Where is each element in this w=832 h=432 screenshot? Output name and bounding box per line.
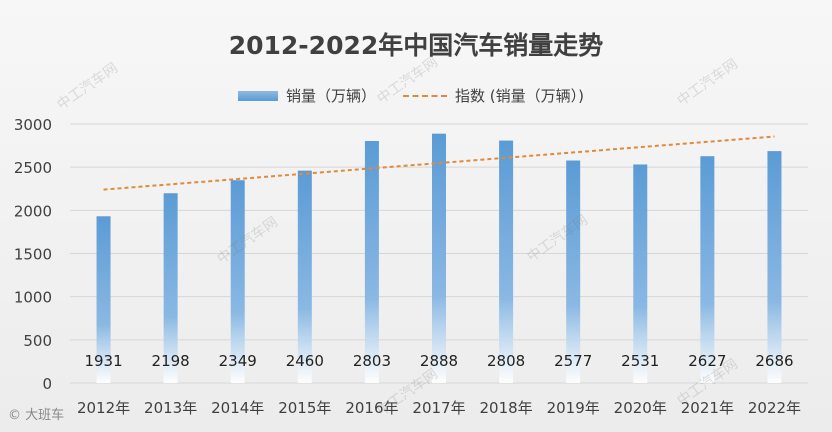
bar [364,141,379,383]
y-tick-label: 3000 [14,116,52,134]
x-tick-label: 2012年 [77,399,130,417]
chart-title: 2012-2022年中国汽车销量走势 [228,31,604,60]
x-tick-label: 2013年 [144,399,197,417]
data-label: 2808 [487,352,525,370]
y-tick-label: 1500 [14,246,52,264]
bar [767,151,782,383]
bar [566,160,581,383]
legend-label-sales: 销量（万辆） [286,87,377,105]
x-tick-label: 2021年 [681,399,734,417]
corner-logo-prefix: © [8,408,21,423]
x-tick-label: 2014年 [211,399,264,417]
bar [96,216,111,383]
data-label: 2803 [353,352,391,370]
legend-label-trend: 指数 (销量（万辆）) [455,87,584,105]
corner-logo: © 大班车 [8,404,64,423]
trend-line [103,135,775,191]
data-label: 2577 [554,352,592,370]
bar [700,156,715,383]
y-tick-label: 1000 [14,289,52,307]
y-tick-label: 2500 [14,159,52,177]
x-tick-label: 2016年 [345,399,398,417]
x-tick-label: 2018年 [479,399,532,417]
bar [230,180,245,383]
y-tick-label: 2000 [14,202,52,220]
x-tick-label: 2019年 [547,399,600,417]
data-label: 2888 [420,352,458,370]
x-tick-label: 2022年 [748,399,801,417]
y-tick-label: 0 [42,375,52,393]
data-label: 1931 [84,352,122,370]
data-label: 2686 [755,352,793,370]
bar [297,170,312,383]
legend-item-trend: 指数 (销量（万辆）) [403,85,584,106]
data-label: 2349 [219,352,257,370]
corner-logo-text: 大班车 [25,408,65,423]
bar [432,133,446,383]
data-label: 2460 [286,352,324,370]
legend-swatch-bar [238,90,278,101]
data-label: 2531 [621,352,659,370]
bar [633,164,648,383]
data-label: 2627 [688,352,726,370]
legend-item-sales: 销量（万辆） [238,85,376,106]
x-tick-label: 2017年 [412,399,465,417]
x-tick-label: 2015年 [278,399,331,417]
data-label: 2198 [152,352,190,370]
x-tick-label: 2020年 [614,399,667,417]
legend-swatch-line [403,94,447,97]
bar [163,193,178,383]
y-tick-label: 500 [23,332,52,350]
bar [499,140,514,383]
